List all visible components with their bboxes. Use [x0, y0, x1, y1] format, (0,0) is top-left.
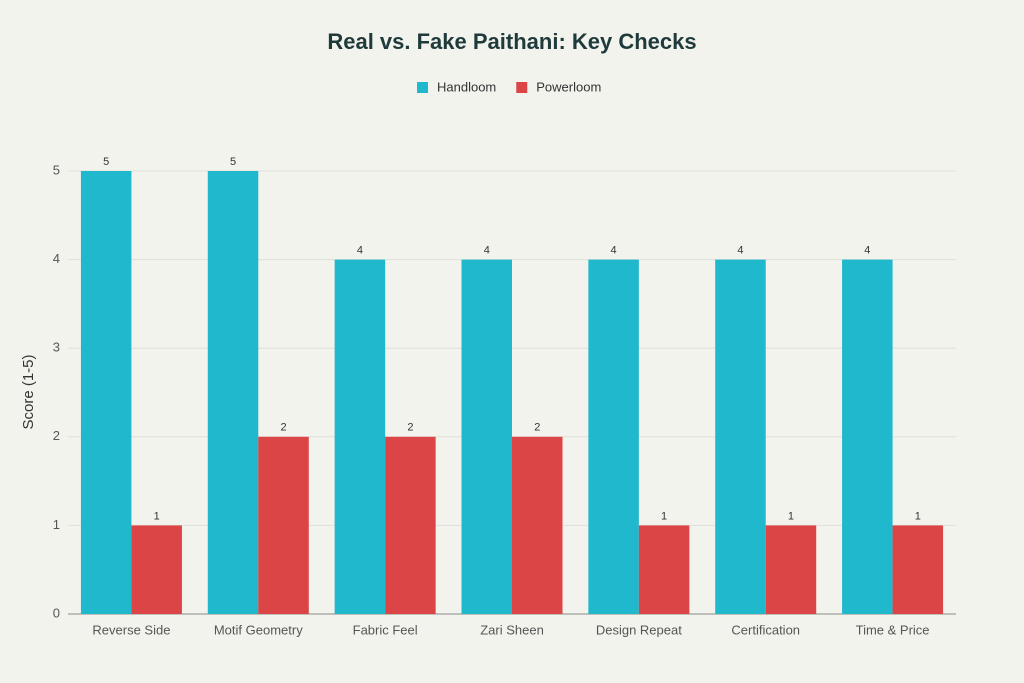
y-tick-label: 0	[53, 605, 60, 620]
x-tick-label: Motif Geometry	[214, 622, 303, 637]
value-label: 2	[407, 422, 413, 434]
bar	[715, 259, 766, 614]
value-label: 1	[788, 510, 794, 522]
y-tick-label: 2	[53, 428, 60, 443]
legend-label: Powerloom	[536, 79, 601, 94]
value-label: 4	[737, 245, 743, 257]
bar	[258, 436, 309, 614]
x-tick-label: Time & Price	[856, 622, 930, 637]
value-label: 5	[103, 156, 109, 168]
value-label: 2	[280, 422, 286, 434]
value-label: 5	[230, 156, 236, 168]
value-label: 1	[661, 510, 667, 522]
chart-title: Real vs. Fake Paithani: Key Checks	[327, 29, 696, 54]
x-tick-label: Fabric Feel	[353, 622, 418, 637]
legend-swatch	[417, 82, 428, 93]
value-label: 4	[484, 245, 490, 257]
x-tick-label: Certification	[731, 622, 800, 637]
bar	[334, 259, 386, 614]
value-label: 1	[915, 510, 921, 522]
y-axis-label: Score (1-5)	[20, 354, 37, 429]
bar	[385, 436, 436, 614]
bar	[131, 525, 182, 614]
bar	[461, 259, 512, 614]
value-label: 4	[864, 245, 870, 257]
y-tick-label: 1	[53, 517, 60, 532]
legend-swatch	[516, 82, 528, 93]
y-tick-label: 4	[53, 251, 60, 266]
value-label: 1	[154, 510, 160, 522]
bar	[892, 525, 944, 614]
bar	[842, 259, 893, 614]
y-tick-label: 5	[53, 162, 60, 177]
value-label: 4	[611, 245, 617, 257]
value-label: 4	[357, 245, 363, 257]
value-label: 2	[534, 422, 540, 434]
bar	[512, 436, 563, 614]
bar	[588, 259, 639, 614]
y-tick-label: 3	[53, 340, 60, 355]
legend-label: Handloom	[437, 79, 496, 94]
bar	[638, 525, 690, 614]
bar	[80, 171, 132, 614]
x-tick-label: Reverse Side	[92, 622, 170, 637]
bar	[765, 525, 817, 614]
bar	[207, 171, 259, 614]
x-tick-label: Zari Sheen	[480, 622, 544, 637]
x-tick-label: Design Repeat	[596, 622, 682, 637]
